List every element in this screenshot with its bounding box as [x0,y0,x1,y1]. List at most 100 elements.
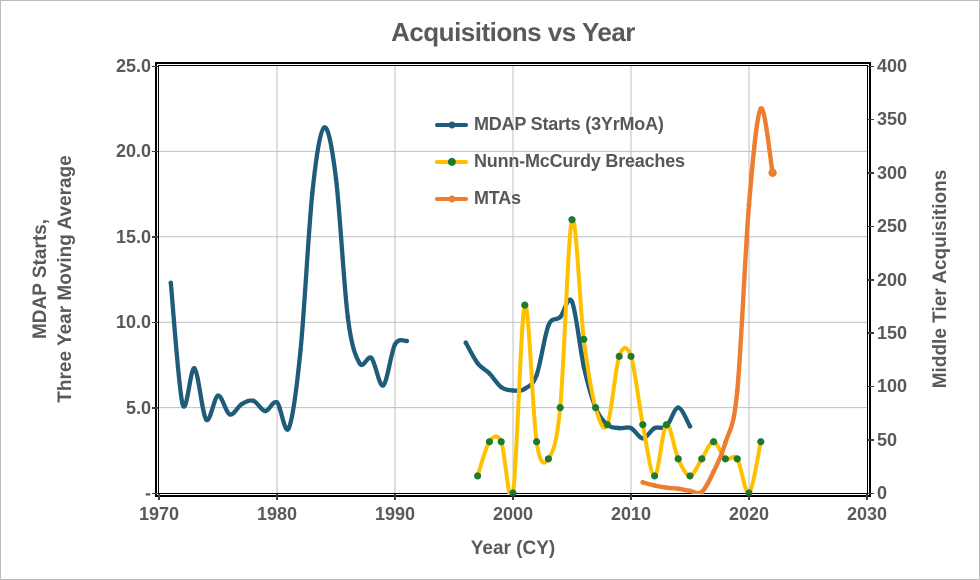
x-tick-label-2020: 2020 [728,504,770,524]
x-tick-2020 [748,494,750,500]
series-marker-2 [758,106,764,112]
series-marker-1 [544,455,552,463]
series-marker-1 [580,335,588,343]
y-right-tick-150 [868,332,874,334]
y-left-tick-label-15: 15.0 [115,226,151,247]
y-left-tick-15 [152,236,158,238]
legend-marker-dot [448,195,455,202]
series-marker-1 [474,472,482,480]
y-right-tick-label-300: 300 [877,162,908,183]
x-tick-label-2030: 2030 [846,504,888,524]
series-marker-0 [180,401,185,407]
series-marker-2 [768,168,777,177]
x-tick-1990 [394,494,396,500]
series-marker-0 [251,398,256,404]
x-tick-label-1990: 1990 [374,504,416,524]
x-tick-2010 [630,494,632,500]
y-axis-left-title-line2: Three Year Moving Average [54,155,76,403]
series-marker-0 [203,417,209,422]
series-marker-0 [404,338,410,344]
y-right-tick-label-200: 200 [877,269,908,290]
x-tick-label-2010: 2010 [610,504,652,524]
legend-label: Nunn-McCurdy Breaches [474,151,685,171]
x-tick-1970 [158,494,160,500]
series-marker-0 [298,347,303,352]
series-marker-0 [333,176,339,182]
legend-line-swatch [435,121,468,128]
legend: MDAP Starts (3YrMoA) Nunn-McCurdy Breache… [435,106,685,217]
series-marker-0 [380,383,386,388]
series-marker-2 [711,469,717,475]
series-marker-2 [699,489,705,495]
series-marker-1 [627,352,635,360]
y-left-tick-label-25: 25.0 [115,56,151,76]
series-marker-1 [698,455,706,463]
series-marker-2 [734,389,740,395]
y-right-tick-label-50: 50 [877,429,898,450]
series-marker-2 [652,483,658,489]
y-right-tick-0 [868,492,874,494]
y-right-tick-200 [868,279,874,281]
y-right-tick-50 [868,439,874,441]
series-marker-0 [392,342,398,347]
series-marker-2 [722,440,728,446]
chart-title: Acquisitions vs Year [391,17,635,47]
series-marker-1 [662,421,670,429]
y-right-tick-label-400: 400 [877,56,908,76]
series-marker-1 [733,455,741,463]
series-marker-0 [286,425,292,431]
series-marker-1 [674,455,682,463]
series-marker-2 [687,488,693,494]
series-marker-0 [557,314,563,320]
series-marker-0 [510,388,516,393]
x-axis-title: Year (CY) [470,538,556,559]
series-marker-0 [369,355,374,361]
series-marker-1 [686,472,694,480]
legend-label: MTAs [474,188,521,208]
x-tick-label-1970: 1970 [138,504,180,524]
y-left-tick-label-20: 20.0 [115,141,151,162]
series-line-0-seg-0 [168,125,409,432]
x-tick-label-1980: 1980 [256,504,298,524]
series-marker-0 [498,384,504,390]
x-tick-1980 [276,494,278,500]
y-left-tick-25 [152,65,158,67]
series-marker-1 [509,489,517,497]
y-axis-left-title-line1: MDAP Starts, [30,219,51,340]
series-marker-1 [603,421,611,429]
series-marker-1 [521,301,529,309]
series-marker-0 [310,190,315,195]
x-tick-label-2000: 2000 [492,504,534,524]
series-marker-0 [522,386,528,392]
y-left-tick-0 [152,492,158,494]
series-marker-0 [274,400,280,405]
y-right-tick-400 [868,65,874,67]
y-left-tick-5 [152,407,158,409]
series-line-0-seg-1 [463,297,693,441]
y-axis-left-title: MDAP Starts, Three Year Moving Average [29,149,77,409]
series-marker-0 [475,360,480,366]
series-marker-1 [568,216,576,224]
series-marker-1 [556,404,564,412]
legend-line-swatch [435,157,468,166]
series-marker-0 [168,280,174,286]
series-marker-1 [497,438,505,446]
y-right-tick-label-150: 150 [877,322,908,343]
y-right-tick-350 [868,118,874,121]
series-marker-1 [485,438,493,446]
series-marker-1 [721,455,730,463]
y-right-tick-300 [868,172,874,174]
y-left-tick-label-5: 5.0 [125,397,151,418]
series-marker-0 [546,323,551,328]
series-marker-0 [463,340,469,345]
series-marker-1 [592,404,600,412]
series-marker-0 [357,360,362,366]
series-marker-0 [616,425,622,431]
series-marker-0 [534,372,539,378]
series-marker-0 [581,364,587,369]
series-marker-2 [663,485,669,491]
series-marker-0 [321,125,327,130]
legend-line-swatch [435,195,468,202]
legend-item-2: MTAs [435,180,685,217]
y-axis-right-title: Middle Tier Acquisitions [930,169,951,389]
